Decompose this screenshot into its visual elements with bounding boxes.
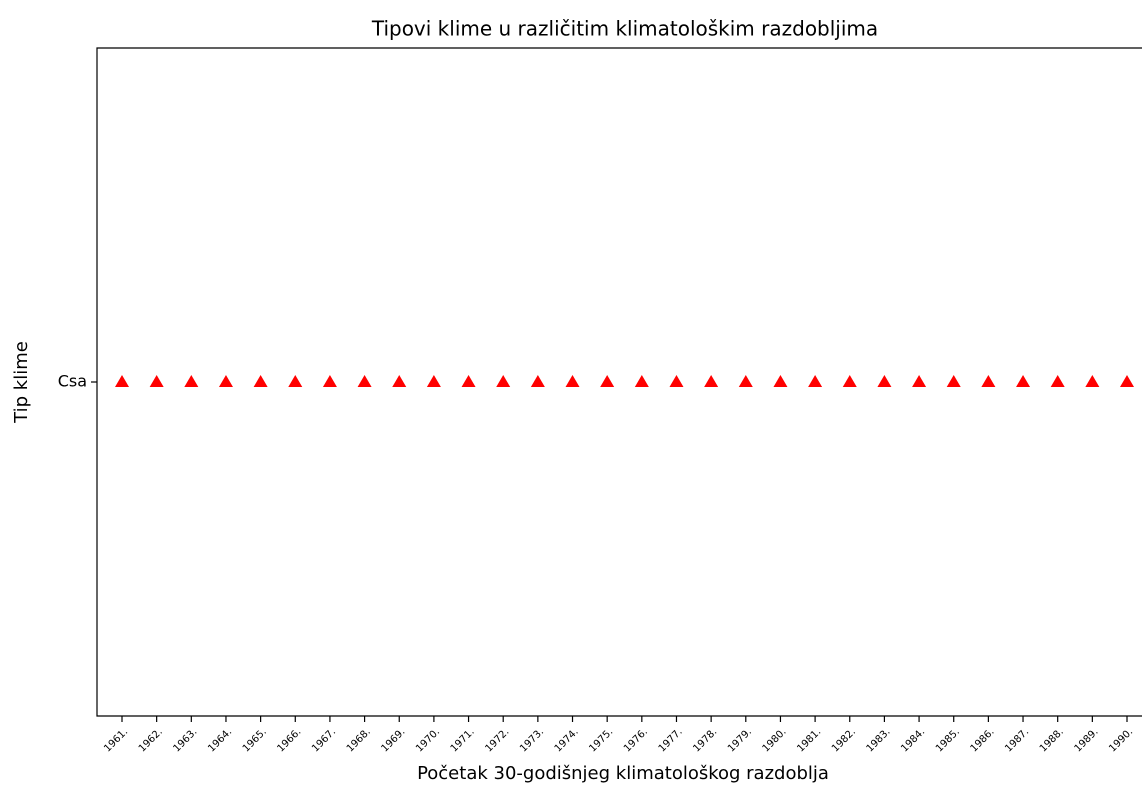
marker <box>392 375 407 387</box>
x-tick-label: 1961. <box>102 726 130 754</box>
x-tick-label: 1964. <box>206 726 234 754</box>
marker <box>149 375 164 387</box>
x-tick-label: 1962. <box>137 726 165 754</box>
x-tick-label: 1974. <box>553 726 581 754</box>
marker <box>877 375 892 387</box>
marker <box>1120 375 1134 387</box>
x-tick-label: 1986. <box>969 726 997 754</box>
x-tick-label: 1987. <box>1003 726 1031 754</box>
marker <box>634 375 649 387</box>
x-tick-label: 1963. <box>172 726 200 754</box>
marker <box>738 375 753 387</box>
marker <box>253 375 268 387</box>
x-tick-label: 1969. <box>379 726 407 754</box>
marker <box>565 375 580 387</box>
marker <box>1085 375 1100 387</box>
marker <box>357 375 372 387</box>
x-tick-label: 1980. <box>761 726 789 754</box>
x-tick-label: 1979. <box>726 726 754 754</box>
marker <box>704 375 719 387</box>
x-tick-label: 1970. <box>414 726 442 754</box>
marker <box>1016 375 1031 387</box>
x-tick-label: 1966. <box>275 726 303 754</box>
chart-title: Tipovi klime u različitim klimatološkim … <box>371 17 878 41</box>
x-tick-label: 1985. <box>934 726 962 754</box>
marker <box>530 375 545 387</box>
x-tick-label: 1973. <box>518 726 546 754</box>
x-tick-label: 1984. <box>899 726 927 754</box>
marker <box>842 375 857 387</box>
marker <box>981 375 996 387</box>
marker <box>461 375 476 387</box>
x-tick-label: 1982. <box>830 726 858 754</box>
marker <box>218 375 233 387</box>
marker <box>288 375 303 387</box>
x-tick-label: 1977. <box>657 726 685 754</box>
x-tick-label: 1976. <box>622 726 650 754</box>
x-tick-label: 1981. <box>795 726 823 754</box>
marker <box>669 375 684 387</box>
y-tick-label: Csa <box>58 372 87 391</box>
marker <box>1050 375 1065 387</box>
x-tick-label: 1990. <box>1107 726 1135 754</box>
x-tick-label: 1968. <box>345 726 373 754</box>
x-tick-label: 1971. <box>449 726 477 754</box>
x-tick-label: 1978. <box>691 726 719 754</box>
marker <box>946 375 961 387</box>
marker <box>426 375 441 387</box>
marker <box>600 375 615 387</box>
x-tick-label: 1965. <box>241 726 269 754</box>
marker <box>496 375 511 387</box>
x-tick-label: 1988. <box>1038 726 1066 754</box>
y-axis-label: Tip klime <box>11 341 32 424</box>
marker <box>773 375 788 387</box>
marker <box>808 375 823 387</box>
marker <box>184 375 199 387</box>
marker <box>115 375 129 387</box>
marker <box>322 375 337 387</box>
x-tick-label: 1983. <box>865 726 893 754</box>
x-tick-label: 1975. <box>587 726 615 754</box>
x-axis-label: Početak 30-godišnjeg klimatološkog razdo… <box>417 763 829 784</box>
x-tick-label: 1989. <box>1073 726 1101 754</box>
x-tick-label: 1967. <box>310 726 338 754</box>
marker <box>912 375 927 387</box>
x-tick-label: 1972. <box>483 726 511 754</box>
